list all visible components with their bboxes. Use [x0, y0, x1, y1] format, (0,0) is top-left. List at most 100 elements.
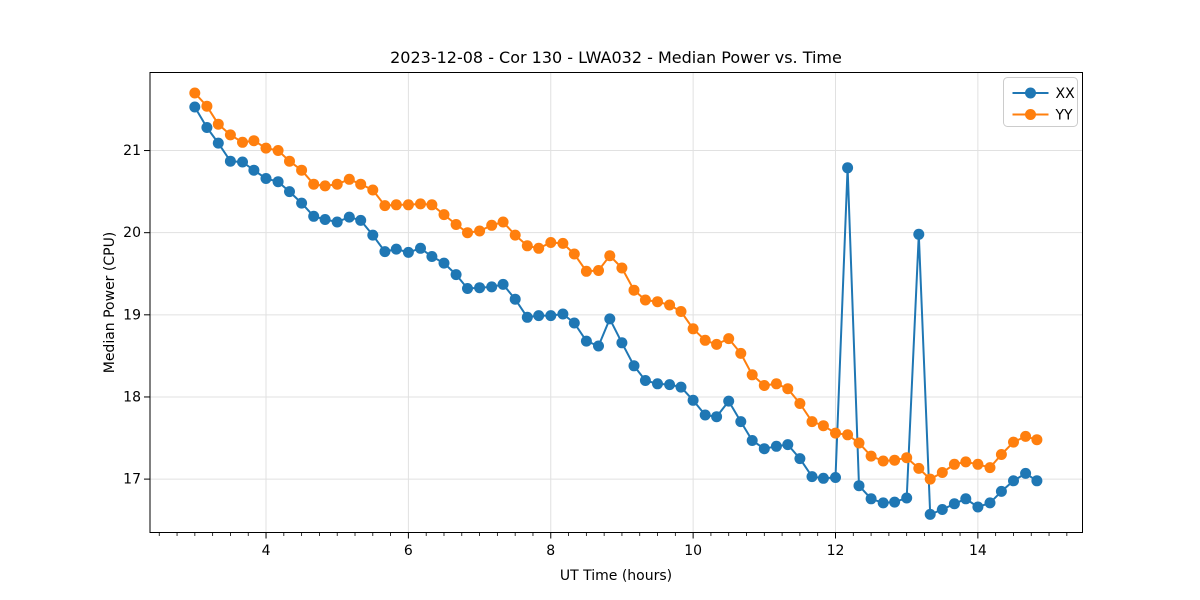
- series-xx-point: [723, 395, 735, 407]
- series-xx-point: [402, 246, 414, 258]
- series-yy-point: [426, 199, 438, 211]
- series-xx-point: [711, 411, 723, 423]
- series-xx-point: [794, 453, 806, 465]
- series-xx-point: [486, 281, 498, 293]
- series-xx-point: [628, 360, 640, 372]
- series-yy-point: [509, 229, 521, 241]
- series-xx-point: [248, 164, 260, 176]
- series-xx-point: [913, 228, 925, 240]
- series-yy-point: [212, 118, 224, 130]
- series-yy-point: [1020, 430, 1032, 442]
- series-xx-point: [593, 340, 604, 352]
- series-yy-point: [260, 142, 272, 154]
- series-yy-point: [308, 178, 320, 190]
- x-tick-label: 12: [827, 543, 845, 559]
- series-yy-point: [842, 429, 854, 441]
- x-tick-label: 8: [546, 543, 555, 559]
- series-yy-point: [687, 323, 699, 335]
- series-yy-point: [355, 178, 367, 190]
- series-xx-point: [853, 480, 865, 492]
- series-yy-point: [580, 265, 592, 277]
- series-yy-point: [331, 178, 343, 190]
- series-xx-point: [189, 101, 201, 113]
- series-yy-point: [557, 237, 569, 249]
- series-xx-point: [604, 313, 616, 325]
- series-yy-point: [995, 449, 1007, 460]
- series-xx-point: [545, 310, 557, 322]
- series-xx-point: [1008, 475, 1019, 487]
- series-yy-point: [853, 437, 865, 449]
- series-xx-point: [497, 278, 509, 290]
- series-xx-point: [782, 439, 794, 451]
- series-yy-point: [628, 284, 640, 296]
- series-yy-point: [462, 227, 473, 239]
- series-xx-point: [652, 378, 663, 390]
- series-yy-point: [652, 296, 663, 308]
- series-yy-point: [1008, 436, 1019, 448]
- series-xx-point: [415, 242, 426, 254]
- series-yy-point: [948, 458, 960, 470]
- series-xx: [189, 101, 1043, 520]
- series-yy-point: [889, 454, 901, 466]
- series-xx-point: [616, 337, 628, 349]
- series-yy-point: [486, 219, 498, 231]
- series-xx-point: [568, 317, 580, 329]
- series-xx-point: [865, 493, 877, 505]
- series-xx-point: [212, 137, 224, 149]
- series-xx-point: [746, 435, 758, 446]
- series-xx-point: [557, 308, 569, 320]
- series-xx-point: [426, 251, 438, 262]
- series-yy-point: [817, 420, 829, 432]
- series-xx-point: [699, 409, 711, 421]
- series-xx-point: [521, 311, 533, 323]
- series-xx-point: [664, 379, 676, 391]
- series-yy-point: [1031, 434, 1043, 446]
- series-yy-point: [415, 198, 426, 210]
- series-xx-point: [639, 375, 651, 386]
- series-yy-point: [402, 199, 414, 211]
- series-yy: [189, 87, 1043, 485]
- series-yy-point: [450, 219, 462, 230]
- series-xx-point: [390, 243, 402, 255]
- series-yy-point: [521, 240, 533, 252]
- y-tick-label: 17: [123, 472, 141, 488]
- series-yy-point: [248, 135, 260, 147]
- y-tick-label: 19: [123, 307, 141, 323]
- series-yy-point: [189, 87, 201, 99]
- series-yy-point: [616, 262, 628, 274]
- series-xx-point: [284, 186, 295, 198]
- series-xx-point: [972, 501, 984, 513]
- series-xx-point: [936, 504, 948, 515]
- series-yy-point: [782, 383, 794, 395]
- series-xx-point: [260, 173, 272, 184]
- series-yy-point: [296, 164, 308, 176]
- series-yy-point: [474, 225, 486, 237]
- x-tick-label: 14: [969, 543, 987, 559]
- series-xx-point: [272, 176, 284, 188]
- series-xx-point: [319, 214, 331, 225]
- series-yy-point: [284, 155, 295, 167]
- series-yy-point: [865, 450, 877, 462]
- series-yy-point: [343, 173, 355, 185]
- series-yy-point: [201, 100, 213, 112]
- series-xx-point: [948, 498, 960, 510]
- series-xx-point: [735, 416, 747, 428]
- y-tick-label: 18: [123, 389, 141, 405]
- series-xx-point: [817, 472, 829, 484]
- series-yy-point: [497, 216, 509, 228]
- series-xx-point: [533, 310, 545, 322]
- series-yy-point: [367, 184, 379, 196]
- series-xx-point: [687, 394, 699, 406]
- series-yy-point: [901, 452, 913, 464]
- series-yy-point: [675, 306, 687, 317]
- chart-title: 2023-12-08 - Cor 130 - LWA032 - Median P…: [390, 48, 842, 67]
- series-xx-point: [995, 485, 1007, 497]
- series-yy-point: [390, 199, 402, 211]
- yy-marker-icon: [1025, 109, 1036, 120]
- series-xx-point: [379, 246, 391, 258]
- series-xx-point: [450, 269, 462, 281]
- series-xx-point: [237, 156, 248, 168]
- series-xx-point: [984, 497, 996, 509]
- series-xx-point: [889, 496, 901, 508]
